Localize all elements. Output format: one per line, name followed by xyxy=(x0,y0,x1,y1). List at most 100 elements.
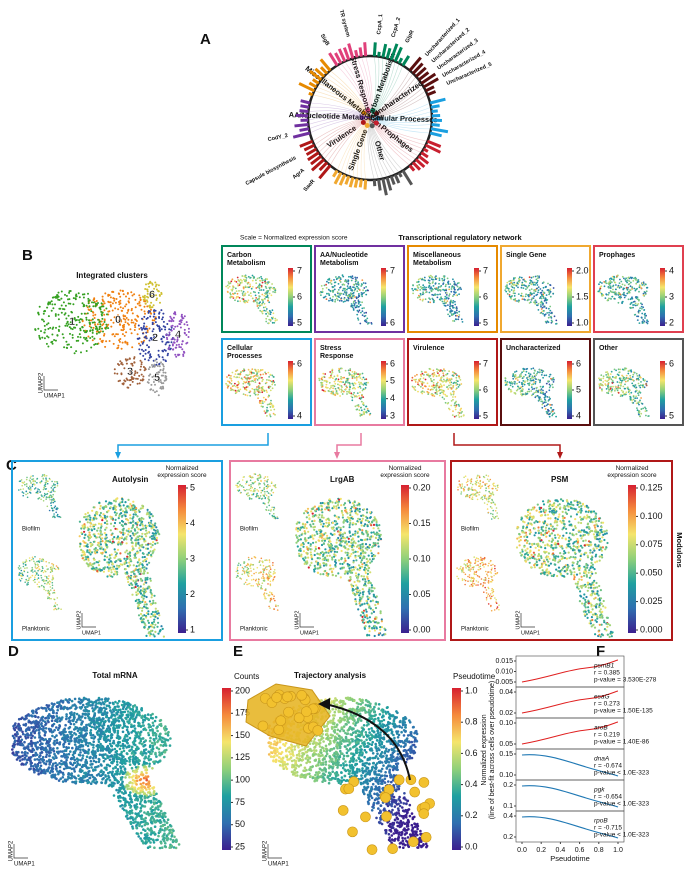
gene-bar xyxy=(377,51,381,57)
cell xyxy=(523,383,526,386)
cell xyxy=(176,325,179,328)
cell xyxy=(42,567,44,569)
cell xyxy=(170,320,173,323)
cell xyxy=(517,286,519,289)
cell xyxy=(531,375,534,378)
cell xyxy=(540,374,543,376)
cell xyxy=(615,369,617,372)
cell xyxy=(543,393,546,396)
cell xyxy=(552,386,554,389)
cell xyxy=(107,327,110,330)
cell xyxy=(50,487,53,489)
gene-bar xyxy=(342,47,351,61)
cell xyxy=(513,281,516,284)
link xyxy=(369,117,433,123)
cell xyxy=(27,579,30,582)
cell xyxy=(105,526,108,529)
cell xyxy=(42,571,45,574)
cell xyxy=(100,305,103,308)
cell xyxy=(257,292,260,294)
cell xyxy=(261,298,263,301)
cell xyxy=(538,389,541,392)
cell xyxy=(232,286,235,289)
cell xyxy=(337,378,340,381)
cell xyxy=(144,590,148,593)
cell xyxy=(148,366,151,369)
cell xyxy=(508,280,511,283)
link xyxy=(320,117,371,157)
cell xyxy=(54,313,57,316)
cell xyxy=(547,316,550,319)
cell xyxy=(452,300,455,302)
cell xyxy=(265,310,267,312)
cell xyxy=(555,323,557,325)
cell xyxy=(411,379,413,382)
cell xyxy=(41,584,43,587)
cell xyxy=(153,618,156,621)
gene-bar xyxy=(344,175,351,185)
cell xyxy=(336,291,339,293)
cell xyxy=(84,331,87,334)
cell xyxy=(144,312,146,315)
cluster-label: 4 xyxy=(175,329,182,341)
cell xyxy=(539,371,541,373)
cell xyxy=(339,380,342,383)
cell xyxy=(443,384,445,387)
cell xyxy=(42,312,45,315)
cell xyxy=(92,540,95,543)
cell xyxy=(268,281,271,283)
cell xyxy=(181,316,184,318)
cell xyxy=(157,394,160,397)
cell xyxy=(457,414,460,416)
cell xyxy=(93,343,96,346)
cell xyxy=(443,368,445,371)
cell xyxy=(439,379,441,382)
cell xyxy=(141,563,144,566)
cell xyxy=(239,278,242,281)
cell xyxy=(423,288,426,291)
cell xyxy=(631,286,634,288)
link xyxy=(360,117,371,180)
cell xyxy=(82,296,85,299)
cell xyxy=(121,341,124,344)
cell xyxy=(54,607,57,610)
cell xyxy=(260,399,263,402)
cell xyxy=(90,529,94,532)
cell xyxy=(148,285,151,288)
cell xyxy=(155,358,158,361)
link xyxy=(369,117,396,175)
cell xyxy=(261,293,264,296)
cell xyxy=(265,296,268,298)
cell xyxy=(604,297,607,299)
cell xyxy=(629,303,632,306)
cell xyxy=(361,383,364,385)
cell xyxy=(549,288,552,291)
cell xyxy=(539,312,542,314)
cell xyxy=(444,401,447,404)
cell xyxy=(338,384,341,387)
cell xyxy=(260,405,263,408)
cell xyxy=(125,377,128,380)
link xyxy=(344,61,371,119)
panel-letter: A xyxy=(200,31,211,48)
cell xyxy=(268,322,270,324)
cell xyxy=(231,371,234,374)
colorbar-title: Normalized expression score xyxy=(157,465,207,479)
cell xyxy=(460,407,463,410)
cell xyxy=(132,500,135,503)
cell xyxy=(171,344,174,347)
cell xyxy=(132,564,135,567)
cell xyxy=(67,302,70,305)
cell xyxy=(43,475,46,477)
cell xyxy=(105,520,109,523)
cell xyxy=(549,284,551,286)
panel-title: Integrated clusters xyxy=(76,271,148,280)
cell xyxy=(520,276,523,279)
cell xyxy=(361,307,364,310)
cell xyxy=(159,387,162,390)
cell xyxy=(253,276,255,278)
cell xyxy=(513,277,515,280)
cell xyxy=(149,315,152,318)
cell xyxy=(321,287,324,290)
cell xyxy=(32,579,35,582)
